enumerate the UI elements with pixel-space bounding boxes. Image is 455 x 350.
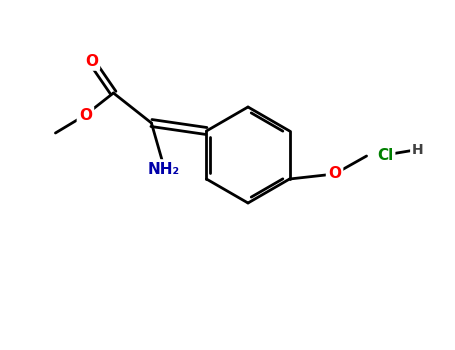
Text: O: O (328, 167, 341, 182)
Text: O: O (85, 54, 98, 69)
Text: Cl: Cl (377, 147, 393, 162)
Text: H: H (412, 143, 424, 157)
Text: O: O (79, 107, 92, 122)
Text: NH₂: NH₂ (147, 161, 179, 176)
